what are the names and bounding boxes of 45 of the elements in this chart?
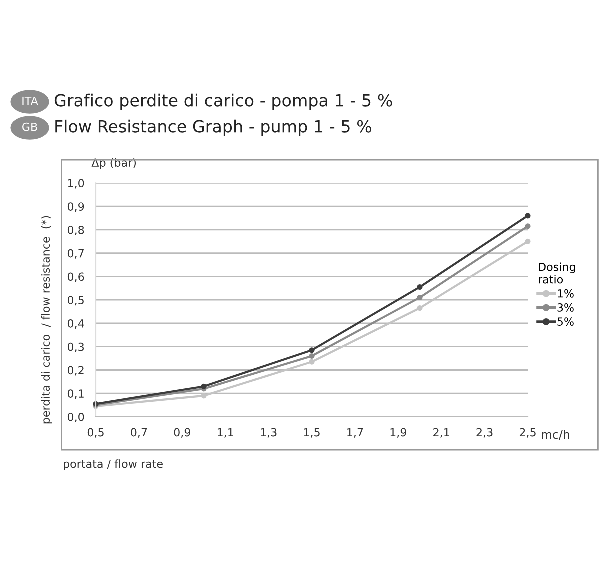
point — [201, 384, 207, 390]
text: portata / flow rate — [64, 460, 163, 470]
y-tick-label: 0,8 — [68, 226, 84, 236]
y-tick-label: 0,9 — [68, 202, 84, 212]
text: GB — [22, 122, 38, 132]
x-tick-label: 2,1 — [434, 428, 450, 438]
legend-label: 1% — [558, 289, 574, 298]
x-tick-label: 1,9 — [390, 428, 406, 438]
y-tick-label: 0,6 — [68, 272, 84, 282]
x-tick-label: 2,5 — [520, 428, 536, 438]
x-tick-label: 1,1 — [218, 428, 234, 438]
x-tick-label: 0,5 — [88, 428, 104, 438]
chart-subtitle: Flow Resistance Graph - pump 1 - 5 % — [56, 120, 372, 136]
point — [201, 393, 207, 399]
y-tick-label: 1,0 — [68, 179, 84, 189]
point — [417, 306, 423, 312]
legend-title: Dosing ratio — [539, 262, 576, 284]
legend-label: 3% — [558, 304, 574, 312]
point — [309, 353, 315, 359]
y-tick-label: 0,4 — [68, 319, 84, 329]
text: ITA — [22, 96, 38, 106]
x-tick-label: 2,3 — [476, 428, 493, 438]
x-tick-label: 0,7 — [131, 428, 148, 438]
y-tick-label: 0,3 — [68, 342, 84, 352]
y-axis-title: Δp (bar) — [92, 158, 136, 170]
point — [309, 348, 315, 354]
point — [309, 359, 315, 365]
x-tick-label: 1,7 — [348, 428, 364, 438]
point — [525, 238, 531, 244]
y-tick-label: 0,5 — [68, 296, 84, 306]
point — [525, 224, 531, 230]
point — [525, 213, 531, 219]
y-tick-label: 0,2 — [68, 366, 84, 376]
point — [417, 294, 423, 301]
text: perdita di carico / flow resistance (*) — [41, 216, 52, 424]
x-axis-title: mc/h — [542, 430, 570, 440]
point — [417, 284, 423, 290]
x-tick-label: 0,9 — [174, 428, 190, 438]
y-tick-label: 0,7 — [68, 249, 84, 259]
y-tick-label: 0,0 — [68, 412, 84, 423]
x-tick-label: 1,5 — [304, 428, 320, 438]
y-tick-label: 0,1 — [68, 390, 84, 400]
legend-label: 5% — [558, 318, 574, 326]
chart-title: Grafico perdite di carico - pompa 1 - 5 % — [54, 94, 392, 110]
x-tick-label: 1,3 — [261, 428, 277, 438]
